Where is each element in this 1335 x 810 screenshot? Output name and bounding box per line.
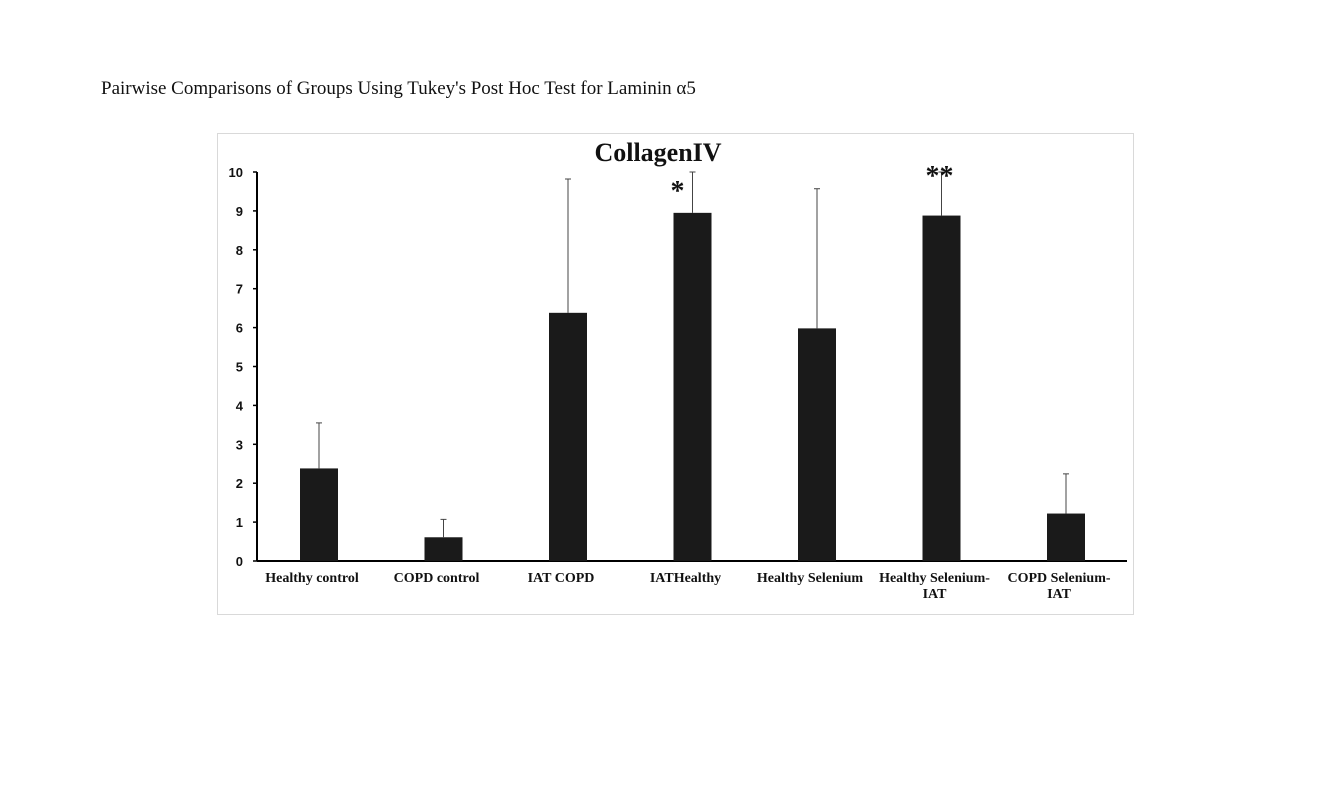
significance-marker: **	[926, 161, 954, 192]
bar	[549, 312, 587, 561]
bar	[424, 537, 463, 561]
bar	[1047, 513, 1085, 561]
y-tick-label: 2	[236, 476, 243, 491]
y-tick-label: 1	[236, 515, 243, 530]
chart-title: CollagenIV	[594, 138, 721, 167]
y-tick-label: 4	[236, 398, 244, 413]
y-tick-label: 5	[236, 360, 243, 375]
x-category-label: Healthy Selenium	[757, 571, 864, 586]
y-tick-label: 0	[236, 554, 243, 569]
significance-markers: * **	[671, 161, 954, 207]
x-category-label: IATHealthy	[650, 571, 721, 586]
y-tick-label: 9	[236, 204, 243, 219]
y-tick-label: 7	[236, 282, 243, 297]
x-category-label: IAT	[923, 587, 948, 602]
y-tick-label: 6	[236, 321, 243, 336]
y-tick-label: 10	[229, 165, 243, 180]
significance-marker: *	[671, 176, 685, 207]
y-axis: 0 1 2 3 4 5 6 7 8 9 10	[229, 165, 258, 569]
x-category-label: COPD control	[394, 571, 480, 586]
x-category-label: Healthy Selenium-	[879, 571, 990, 586]
y-tick-label: 8	[236, 243, 243, 258]
x-category-label: Healthy control	[265, 571, 359, 586]
bars	[300, 212, 1085, 561]
error-bars	[316, 171, 1069, 538]
x-category-label: IAT	[1047, 587, 1072, 602]
bar	[798, 328, 836, 561]
y-tick-label: 3	[236, 437, 243, 452]
page-caption: Pairwise Comparisons of Groups Using Tuk…	[101, 78, 696, 99]
category-labels: Healthy control COPD control IAT COPD IATHe…	[265, 571, 1111, 602]
x-category-label: COPD Selenium-	[1007, 571, 1110, 586]
bar	[300, 468, 338, 561]
bar	[673, 212, 712, 561]
bar	[922, 215, 961, 561]
chart-frame: CollagenIV 0 1 2 3 4 5 6 7 8 9 10 * ** Healthy cont…	[217, 133, 1134, 615]
x-category-label: IAT COPD	[528, 571, 595, 586]
